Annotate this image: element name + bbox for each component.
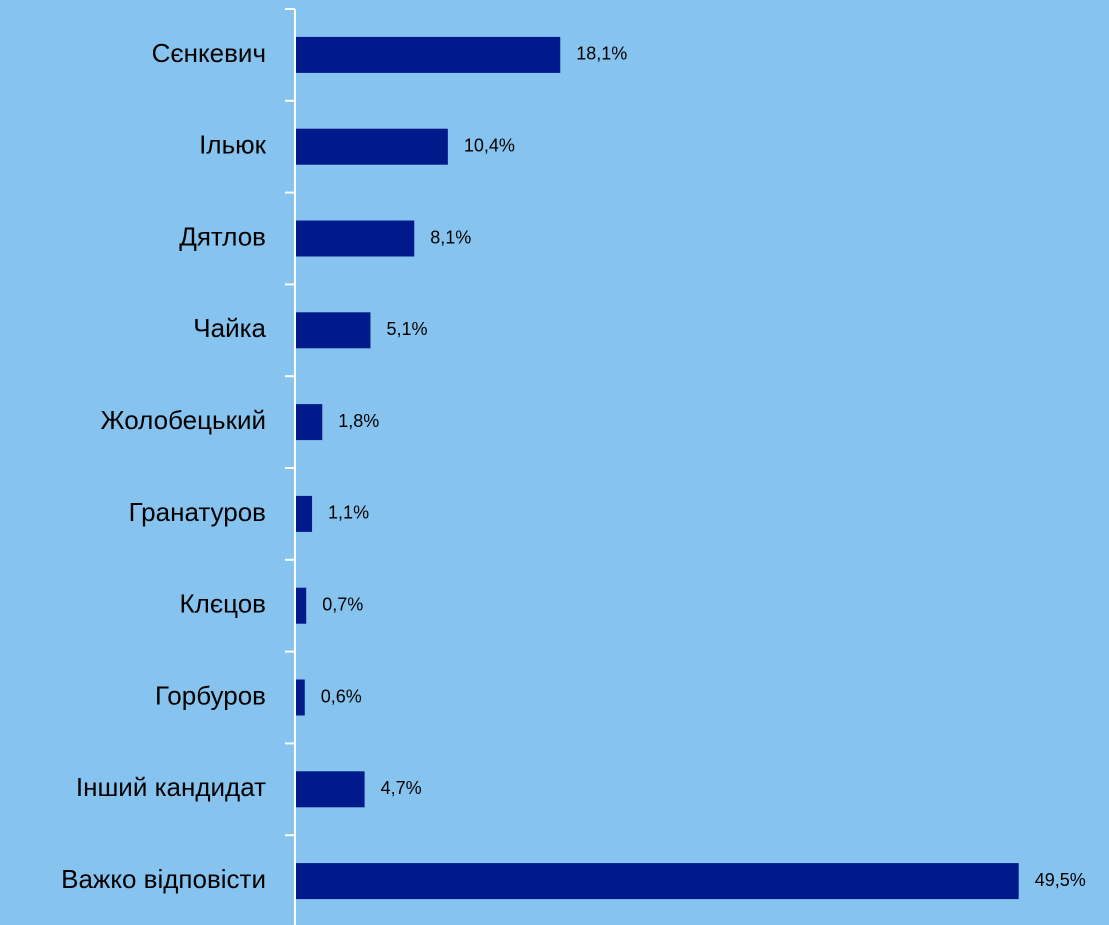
category-label: Важко відповісти — [61, 864, 266, 894]
category-label: Жолобецький — [101, 405, 266, 435]
value-label: 10,4% — [464, 135, 515, 155]
value-label: 1,8% — [338, 411, 379, 431]
bar — [296, 771, 365, 808]
value-label: 1,1% — [328, 503, 369, 523]
value-label: 49,5% — [1035, 870, 1086, 890]
category-label: Ільюк — [199, 130, 266, 160]
category-label: Горбуров — [155, 680, 266, 710]
bar — [296, 36, 561, 73]
category-label: Інший кандидат — [76, 772, 266, 802]
bar — [296, 679, 305, 716]
bar — [296, 495, 313, 532]
category-label: Дятлов — [179, 221, 266, 251]
value-label: 4,7% — [381, 778, 422, 798]
bar — [296, 220, 415, 257]
bar — [296, 863, 1019, 900]
value-label: 5,1% — [386, 319, 427, 339]
bar — [296, 312, 371, 349]
category-label: Чайка — [193, 313, 266, 343]
bar — [296, 587, 307, 624]
category-label: Гранатуров — [129, 497, 266, 527]
bar — [296, 128, 448, 165]
value-label: 0,7% — [322, 594, 363, 614]
category-label: Сєнкевич — [152, 38, 266, 68]
bar — [296, 404, 323, 441]
value-label: 8,1% — [430, 227, 471, 247]
value-label: 18,1% — [576, 44, 627, 64]
category-label: Клєцов — [180, 589, 266, 619]
value-label: 0,6% — [321, 686, 362, 706]
